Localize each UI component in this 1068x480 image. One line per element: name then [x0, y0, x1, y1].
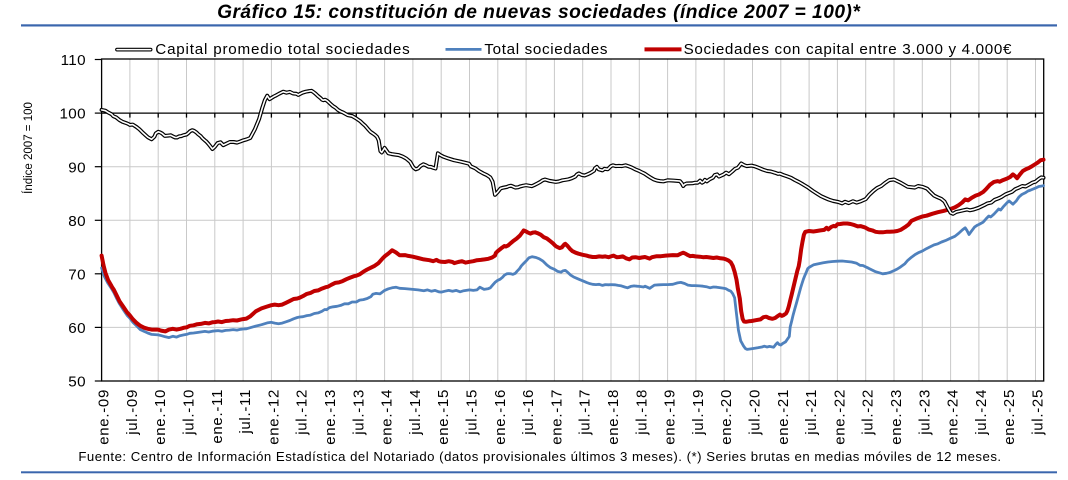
svg-text:jul.-10: jul.-10: [181, 389, 198, 436]
svg-text:Total sociedades: Total sociedades: [484, 41, 608, 58]
svg-text:ene.-19: ene.-19: [662, 389, 679, 445]
svg-text:ene.-15: ene.-15: [435, 389, 452, 445]
svg-text:Capital promedio total socieda: Capital promedio total sociedades: [155, 41, 410, 58]
svg-text:ene.-10: ene.-10: [152, 389, 169, 445]
svg-text:ene.-13: ene.-13: [322, 389, 339, 445]
svg-text:jul.-19: jul.-19: [690, 389, 707, 436]
svg-text:ene.-14: ene.-14: [379, 389, 396, 445]
svg-text:jul.-23: jul.-23: [916, 389, 933, 436]
svg-text:jul.-25: jul.-25: [1030, 389, 1047, 436]
svg-text:jul.-20: jul.-20: [747, 389, 764, 436]
svg-text:jul.-21: jul.-21: [803, 389, 820, 436]
svg-text:60: 60: [68, 320, 86, 337]
svg-text:ene.-24: ene.-24: [945, 389, 962, 445]
svg-text:jul.-17: jul.-17: [577, 389, 594, 436]
svg-text:70: 70: [68, 266, 86, 283]
svg-text:jul.-24: jul.-24: [973, 389, 990, 436]
svg-text:ene.-17: ene.-17: [548, 389, 565, 445]
svg-text:ene.-20: ene.-20: [718, 389, 735, 445]
svg-text:110: 110: [61, 52, 86, 69]
svg-text:ene.-18: ene.-18: [605, 389, 622, 445]
svg-text:ene.-12: ene.-12: [265, 389, 282, 445]
svg-text:jul.-15: jul.-15: [464, 389, 481, 436]
svg-text:ene.-11: ene.-11: [209, 389, 226, 444]
svg-text:ene.-25: ene.-25: [1001, 389, 1018, 445]
svg-text:100: 100: [59, 106, 86, 123]
svg-text:ene.-21: ene.-21: [775, 389, 792, 445]
svg-text:jul.-22: jul.-22: [860, 389, 877, 436]
svg-text:jul.-16: jul.-16: [520, 389, 537, 436]
svg-text:ene.-23: ene.-23: [888, 389, 905, 445]
svg-text:Sociedades con capital entre 3: Sociedades con capital entre 3.000 y 4.0…: [684, 41, 1013, 58]
svg-text:jul.-12: jul.-12: [294, 389, 311, 436]
svg-text:jul.-18: jul.-18: [633, 389, 650, 436]
svg-text:ene.-09: ene.-09: [96, 389, 113, 445]
svg-text:jul.-14: jul.-14: [407, 389, 424, 436]
svg-text:Índice 2007 = 100: Índice 2007 = 100: [22, 102, 35, 194]
svg-text:jul.-11: jul.-11: [237, 389, 254, 435]
svg-text:80: 80: [68, 213, 86, 230]
svg-text:Fuente: Centro de Información: Fuente: Centro de Información Estadístic…: [78, 449, 1001, 464]
svg-text:90: 90: [68, 159, 86, 176]
svg-text:ene.-22: ene.-22: [831, 389, 848, 445]
svg-text:jul.-09: jul.-09: [124, 389, 141, 436]
svg-text:ene.-16: ene.-16: [492, 389, 509, 445]
svg-text:jul.-13: jul.-13: [350, 389, 367, 436]
svg-text:Gráfico 15: constitución de nu: Gráfico 15: constitución de nuevas socie…: [217, 2, 861, 23]
svg-text:50: 50: [68, 374, 86, 391]
